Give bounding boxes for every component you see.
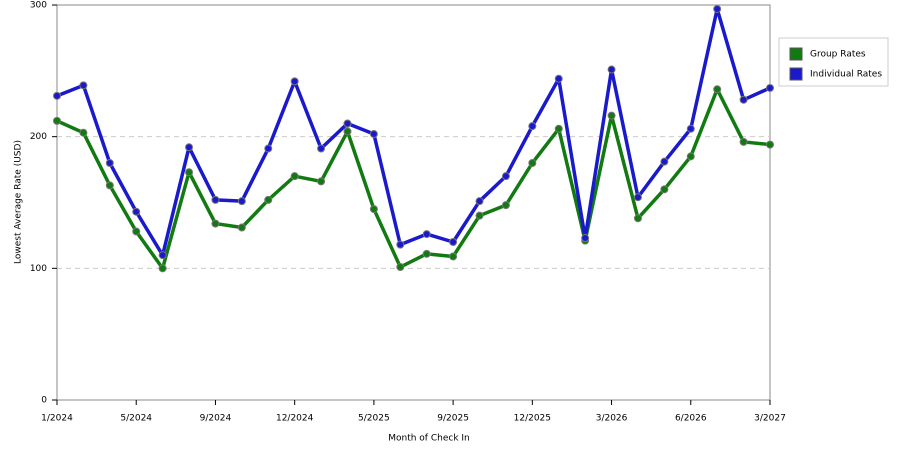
point xyxy=(554,124,563,133)
y-tick-label: 300 xyxy=(30,1,47,11)
point xyxy=(660,157,669,166)
point xyxy=(501,201,510,210)
y-tick-label: 200 xyxy=(30,132,47,142)
point xyxy=(317,144,326,153)
point xyxy=(739,95,748,104)
point xyxy=(317,177,326,186)
x-tick-label: 5/2025 xyxy=(358,414,390,424)
legend-swatch xyxy=(789,47,803,61)
point xyxy=(132,227,141,236)
point xyxy=(528,159,537,167)
legend-label: Individual Rates xyxy=(810,70,882,80)
x-tick-label: 3/2027 xyxy=(754,414,786,424)
x-tick-label: 5/2024 xyxy=(120,414,152,424)
point xyxy=(290,77,299,86)
point xyxy=(369,130,378,139)
series-line xyxy=(56,87,771,271)
x-axis-label: Month of Check In xyxy=(388,434,470,444)
point xyxy=(237,223,246,232)
point xyxy=(343,119,352,128)
point xyxy=(53,91,61,100)
x-tick-label: 6/2026 xyxy=(675,414,707,424)
x-tick-label: 1/2024 xyxy=(41,414,73,424)
point xyxy=(475,197,484,206)
point xyxy=(105,159,114,167)
point xyxy=(739,137,748,146)
point xyxy=(581,234,590,243)
y-tick-label: 0 xyxy=(41,396,47,406)
point xyxy=(158,251,167,260)
point xyxy=(79,128,88,137)
point xyxy=(449,252,458,261)
point xyxy=(396,240,405,249)
point xyxy=(264,195,273,204)
point xyxy=(237,197,246,206)
point xyxy=(369,205,378,214)
point xyxy=(766,140,774,149)
point xyxy=(633,214,642,223)
x-tick-label: 9/2024 xyxy=(200,414,232,424)
point xyxy=(105,181,114,190)
point xyxy=(633,193,642,202)
point xyxy=(132,207,141,216)
point xyxy=(713,4,722,13)
point xyxy=(449,238,458,246)
point xyxy=(528,122,537,131)
point xyxy=(158,264,167,273)
y-tick-label: 100 xyxy=(30,264,47,274)
point xyxy=(343,127,352,136)
point xyxy=(475,211,484,220)
point xyxy=(686,124,695,133)
point xyxy=(686,152,695,161)
legend-label: Group Rates xyxy=(810,50,866,60)
point xyxy=(79,81,88,90)
point xyxy=(422,249,431,258)
point xyxy=(53,116,61,125)
point xyxy=(211,219,220,228)
point xyxy=(766,83,774,92)
point xyxy=(290,172,299,181)
y-axis-label: Lowest Average Rate (USD) xyxy=(14,140,24,264)
point xyxy=(185,143,194,152)
point xyxy=(396,263,405,272)
legend-swatch xyxy=(789,67,803,81)
point xyxy=(185,168,194,177)
series-line xyxy=(56,7,771,257)
point xyxy=(713,85,722,94)
point xyxy=(264,144,273,153)
x-tick-label: 12/2025 xyxy=(514,414,551,424)
point xyxy=(607,111,616,120)
point xyxy=(607,65,616,74)
point xyxy=(211,195,220,204)
plot-area xyxy=(56,4,771,401)
x-tick-label: 12/2024 xyxy=(276,414,314,424)
point xyxy=(422,230,431,239)
x-tick-label: 9/2025 xyxy=(437,414,469,424)
point xyxy=(554,74,563,83)
point xyxy=(501,172,510,181)
x-tick-label: 3/2026 xyxy=(596,414,628,424)
point xyxy=(660,185,669,194)
